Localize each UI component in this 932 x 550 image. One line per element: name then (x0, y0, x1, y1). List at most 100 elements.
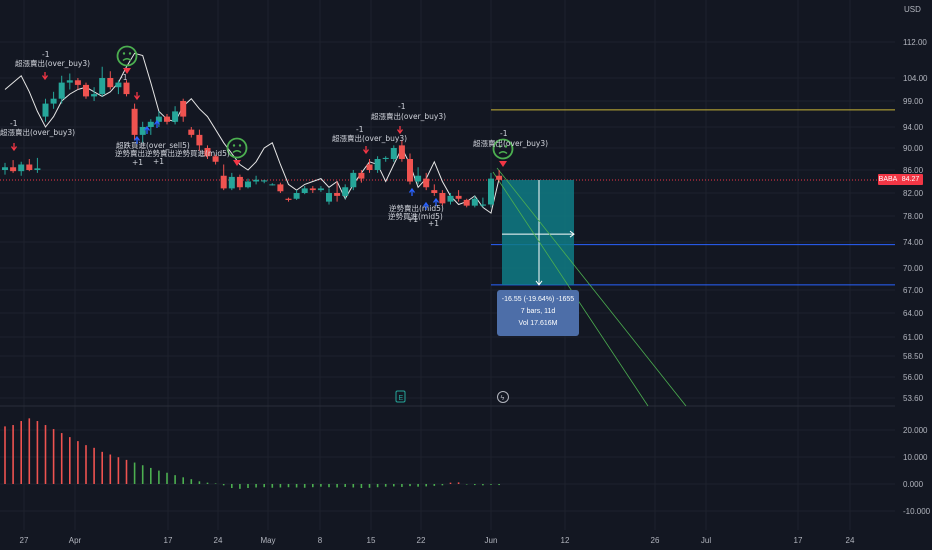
candle-body-58 (471, 198, 478, 206)
candle-body-55 (447, 195, 454, 202)
buy-arrow-a (143, 125, 151, 134)
buy-arrow-e (432, 197, 440, 206)
candle-body-15 (123, 82, 130, 95)
measure-change: -16.55 (-19.64%) -1655 (501, 296, 575, 303)
candles (2, 66, 503, 208)
date-tick-3: 24 (214, 536, 223, 545)
date-tick-6: 15 (367, 536, 376, 545)
candle-body-4 (34, 168, 41, 170)
date-tick-9: 12 (561, 536, 570, 545)
osc-tick-2: 0.000 (903, 480, 924, 489)
candle-body-6 (50, 98, 57, 104)
candle-body-51 (415, 175, 422, 182)
label-plus1-c: +1 (407, 215, 418, 224)
price-tick-1: 104.00 (903, 74, 928, 83)
price-tick-15: 53.60 (903, 394, 924, 403)
candle-body-17 (139, 127, 146, 135)
label-minus1-f: -1 (500, 129, 508, 138)
sad-face-1 (116, 45, 138, 67)
candle-body-47 (382, 157, 389, 159)
candle-body-20 (164, 116, 170, 122)
diagonal-lines (492, 167, 687, 407)
sad-face-1-mouth (122, 58, 132, 62)
sad-face-3-eye-l (498, 145, 502, 148)
candle-body-26 (212, 156, 219, 162)
candle-body-11 (91, 94, 98, 97)
candle-body-34 (277, 184, 284, 192)
date-tick-12: 17 (794, 536, 803, 545)
dividend-icon[interactable] (497, 391, 509, 403)
candle-body-39 (317, 188, 324, 191)
osc-tick-1: 10.000 (903, 453, 928, 462)
earnings-icon[interactable] (395, 390, 406, 403)
date-tick-4: May (260, 536, 275, 545)
sad-face-2-eye-r (238, 144, 242, 147)
date-tick-8: Jun (485, 536, 498, 545)
label-counter-buy: 逆勢買進(mid5) (388, 211, 443, 221)
date-axis[interactable]: 27 Apr 17 24 May 8 15 22 Jun 12 26 Jul 17 24 (20, 536, 855, 545)
label-oversell: 超跌買進(over_sell5) (116, 140, 190, 150)
price-tick-6: 82.00 (903, 189, 924, 198)
candle-body-44 (358, 172, 365, 179)
label-plus1-a: +1 (132, 158, 143, 167)
oscillator-axis[interactable]: 20.000 10.000 0.000 -10.000 (903, 426, 931, 516)
buy-arrow-f (422, 201, 430, 210)
candle-body-52 (423, 178, 430, 188)
measure-arrow-down (535, 280, 543, 286)
candle-body-0 (2, 167, 8, 170)
currency-label: USD (904, 5, 921, 14)
candle-body-19 (155, 116, 162, 122)
label-counter-sell: 逆勢賣出(mid5) (389, 203, 444, 213)
date-tick-5: 8 (318, 536, 323, 545)
candle-body-9 (74, 80, 81, 85)
candle-body-25 (204, 148, 211, 157)
sad-face-2-mouth (232, 150, 242, 154)
candle-body-41 (334, 193, 341, 196)
candle-body-1 (10, 167, 17, 172)
measure-info-box: -16.55 (-19.64%) -1655 7 bars, 11d Vol 1… (497, 290, 579, 336)
date-tick-1: Apr (69, 536, 82, 545)
candle-body-48 (390, 148, 397, 159)
date-tick-13: 24 (846, 536, 855, 545)
envelope-line (4, 52, 500, 214)
osc-tick-0: 20.000 (903, 426, 928, 435)
candle-body-56 (455, 195, 462, 199)
measure-arrow-right (569, 230, 575, 238)
candle-body-16 (131, 108, 138, 135)
sad-face-3-pointer (499, 161, 507, 167)
candle-body-3 (26, 164, 33, 170)
price-axis[interactable]: 112.00 104.00 99.00 94.00 90.00 86.00 82.00 78.… (903, 38, 928, 403)
candle-body-27 (220, 175, 227, 189)
price-tick-13: 58.50 (903, 352, 924, 361)
diag-line-2 (496, 167, 687, 407)
sad-face-3-eye-r (504, 145, 508, 148)
diag-line-1 (492, 171, 649, 407)
candle-body-10 (83, 84, 89, 97)
sad-face-1-eye-l (122, 52, 126, 55)
candle-body-36 (293, 193, 300, 199)
price-tick-5: 86.00 (903, 166, 924, 175)
candle-body-40 (326, 193, 332, 202)
buy-arrow-b (153, 119, 161, 128)
candle-body-30 (245, 181, 251, 188)
sad-face-2 (226, 137, 248, 159)
candle-body-49 (398, 145, 405, 159)
buy-arrow-c (133, 135, 141, 144)
measure-lines (502, 179, 575, 286)
candle-body-53 (431, 190, 438, 193)
date-tick-2: 17 (164, 536, 173, 545)
candle-body-33 (269, 184, 276, 186)
signal-markers: -1超漲賣出(over_buy3)-1超漲賣出(over_buy3)-1超跌買進… (0, 45, 548, 228)
label-overbuy-d: 超漲賣出(over_buy3) (332, 133, 407, 143)
candle-body-50 (407, 159, 413, 182)
label-overbuy-f: 超漲賣出(over_buy3) (473, 138, 548, 148)
candle-body-59 (479, 204, 486, 206)
price-tick-7: 78.00 (903, 212, 924, 221)
price-tick-11: 64.00 (903, 309, 924, 318)
dividend-icon-glyph: ϟ (501, 395, 505, 402)
candle-body-12 (99, 78, 106, 95)
price-tick-2: 99.00 (903, 97, 924, 106)
sad-face-3 (492, 138, 514, 160)
price-tick-9: 70.00 (903, 264, 924, 273)
label-minus1-c: -1 (120, 73, 128, 82)
